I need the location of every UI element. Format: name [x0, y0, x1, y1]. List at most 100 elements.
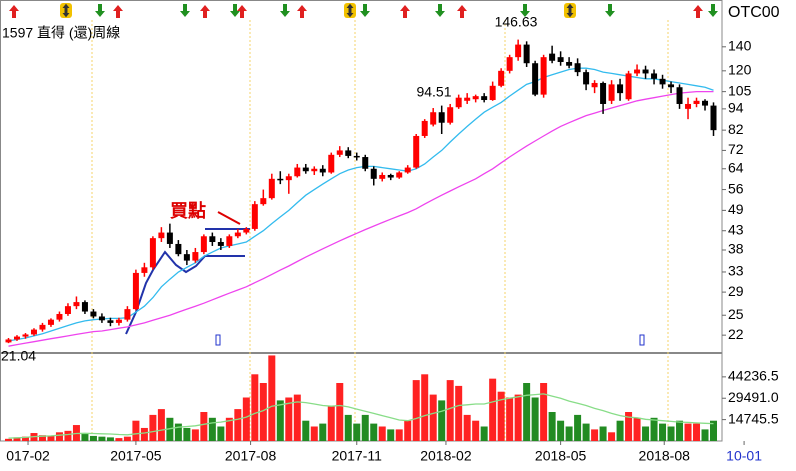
volume-bar [438, 400, 446, 441]
candle-body [566, 61, 573, 66]
volume-bar [574, 414, 582, 441]
candle-body [515, 44, 522, 58]
volume-bar [191, 429, 199, 441]
volume-bar [370, 423, 378, 441]
candle-body [302, 167, 309, 172]
candle-body [141, 267, 148, 273]
annotation: 94.51 [416, 84, 451, 100]
x-tick-label: 017-02 [6, 448, 50, 464]
candle-body [481, 96, 488, 101]
x-tick-label: 2018-05 [535, 448, 587, 464]
candle-body [149, 238, 156, 268]
candle-body [523, 44, 530, 64]
volume-bar [455, 385, 463, 441]
candle-body [64, 306, 71, 314]
y-tick-label: 33 [728, 263, 744, 279]
annotation: 21.04 [1, 348, 36, 364]
volume-bar [582, 423, 590, 441]
x-tick-label: 2017-05 [110, 448, 162, 464]
signal-arrow [180, 4, 190, 17]
pattern-drawing [125, 250, 245, 335]
volume-bar [123, 436, 131, 441]
candle-body [47, 319, 54, 325]
candle-body [345, 150, 352, 156]
volume-bar [548, 412, 556, 441]
volume-bar [446, 380, 454, 441]
volume-bar [412, 380, 420, 441]
candle-body [421, 120, 428, 136]
volume-bar [208, 417, 216, 441]
candle-body [115, 319, 122, 323]
signal-arrow [400, 5, 410, 18]
y-tick-label: 43 [728, 221, 744, 237]
candle-body [540, 57, 547, 95]
candle-body [260, 198, 267, 205]
candle-body [226, 236, 233, 246]
y-tick-label: 105 [728, 82, 752, 98]
volume-bar [489, 378, 497, 441]
volume-bar [157, 409, 165, 441]
y-tick-label: 22 [728, 326, 744, 342]
signal-arrow [280, 4, 290, 17]
candle-body [268, 178, 275, 199]
candle-body [234, 232, 241, 237]
candle-body [336, 150, 343, 155]
volume-bar [378, 426, 386, 441]
ma-line [8, 393, 714, 439]
candle-body [251, 204, 258, 229]
candle-body [39, 324, 46, 330]
volume-bar [701, 429, 709, 441]
volume-bar [608, 432, 616, 441]
candle-body [396, 172, 403, 178]
volume-bar [659, 423, 667, 441]
signal-arrow [9, 5, 19, 18]
candle-body [642, 69, 649, 74]
volume-bar [225, 417, 233, 441]
candle-body [668, 84, 675, 88]
volume-bar [625, 412, 633, 441]
candle-body [175, 243, 182, 255]
volume-bar [472, 420, 480, 441]
volume-bar [514, 394, 522, 441]
candle-body [489, 85, 496, 101]
candle-body [379, 174, 386, 179]
volume-bar [599, 426, 607, 441]
volume-bar [293, 394, 301, 441]
candle-body [413, 135, 420, 168]
volume-bar [650, 417, 658, 441]
signal-arrow [435, 4, 445, 17]
candle-body [506, 57, 513, 71]
candle-body [209, 236, 216, 242]
y-tick-label: 29 [728, 283, 744, 299]
volume-bar [531, 397, 539, 441]
volume-bar [140, 427, 148, 441]
candle-body [600, 82, 607, 104]
y-tick-label: 44236.5 [728, 368, 779, 384]
candle-body [183, 254, 190, 261]
volume-bar [353, 423, 361, 441]
y-tick-label: 29491.0 [728, 389, 779, 405]
y-tick-label: 140 [728, 38, 752, 54]
signal-arrow [520, 4, 530, 17]
candle-body [90, 311, 97, 317]
volume-bar [676, 420, 684, 441]
volume-bar [361, 414, 369, 441]
candle-body [676, 87, 683, 104]
candle-body [591, 82, 598, 88]
y-tick-label: 14745.5 [728, 410, 779, 426]
candle-body [294, 167, 301, 177]
y-tick-label: 25 [728, 306, 744, 322]
volume-bar [387, 429, 395, 441]
y-tick-label: 49 [728, 201, 744, 217]
x-tick-label: 2018-02 [420, 448, 472, 464]
candle-body [447, 107, 454, 123]
volume-bar [633, 417, 641, 441]
candle-body [277, 178, 284, 181]
candle-body [549, 53, 556, 61]
volume-bar [285, 397, 293, 441]
candle-body [243, 228, 250, 233]
volume-bar [506, 397, 514, 441]
candle-body [702, 100, 709, 106]
